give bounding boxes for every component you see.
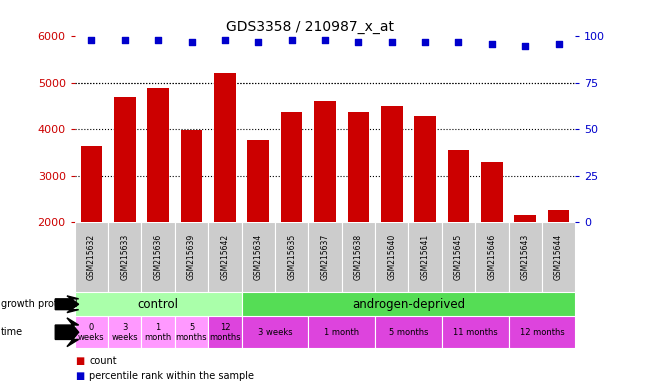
- Point: [86, 37, 97, 43]
- Point: [153, 37, 163, 43]
- Bar: [348, 112, 369, 315]
- Text: GSM215636: GSM215636: [153, 234, 162, 280]
- Text: GSM215638: GSM215638: [354, 234, 363, 280]
- Bar: [548, 210, 569, 315]
- Bar: [108, 222, 142, 292]
- Bar: [175, 316, 208, 348]
- Bar: [448, 150, 469, 315]
- Text: 3
weeks: 3 weeks: [112, 323, 138, 342]
- Bar: [542, 222, 575, 292]
- Text: growth protocol: growth protocol: [1, 299, 77, 309]
- Bar: [148, 88, 169, 315]
- Point: [520, 43, 530, 49]
- Text: GSM215634: GSM215634: [254, 234, 263, 280]
- Bar: [442, 222, 475, 292]
- Bar: [508, 316, 575, 348]
- Bar: [208, 222, 242, 292]
- Bar: [114, 97, 136, 315]
- Bar: [308, 316, 375, 348]
- Bar: [342, 222, 375, 292]
- Text: GSM215641: GSM215641: [421, 234, 430, 280]
- Bar: [375, 222, 408, 292]
- Bar: [242, 292, 575, 316]
- Text: GSM215635: GSM215635: [287, 234, 296, 280]
- Point: [353, 39, 363, 45]
- Bar: [214, 73, 236, 315]
- Bar: [414, 116, 436, 315]
- Text: GSM215637: GSM215637: [320, 234, 330, 280]
- Bar: [375, 316, 442, 348]
- Bar: [142, 316, 175, 348]
- Bar: [408, 222, 442, 292]
- Text: GSM215642: GSM215642: [220, 234, 229, 280]
- Point: [187, 39, 197, 45]
- Point: [420, 39, 430, 45]
- Text: GSM215640: GSM215640: [387, 234, 396, 280]
- Bar: [248, 139, 269, 315]
- Text: 1
month: 1 month: [144, 323, 172, 342]
- Text: GSM215644: GSM215644: [554, 234, 563, 280]
- Point: [287, 37, 297, 43]
- Text: count: count: [89, 356, 117, 366]
- Text: percentile rank within the sample: percentile rank within the sample: [89, 371, 254, 381]
- Point: [320, 37, 330, 43]
- Text: ■: ■: [75, 371, 84, 381]
- Bar: [281, 112, 302, 315]
- Text: GSM215639: GSM215639: [187, 234, 196, 280]
- Bar: [481, 162, 502, 315]
- Bar: [242, 222, 275, 292]
- Text: control: control: [138, 298, 179, 311]
- Text: GSM215645: GSM215645: [454, 234, 463, 280]
- Title: GDS3358 / 210987_x_at: GDS3358 / 210987_x_at: [226, 20, 394, 34]
- Bar: [75, 222, 108, 292]
- Point: [487, 41, 497, 47]
- Bar: [75, 292, 242, 316]
- Text: 3 weeks: 3 weeks: [257, 328, 292, 337]
- Bar: [308, 222, 342, 292]
- Bar: [108, 316, 142, 348]
- Text: 5 months: 5 months: [389, 328, 428, 337]
- Point: [387, 39, 397, 45]
- Point: [453, 39, 463, 45]
- Bar: [275, 222, 308, 292]
- Bar: [314, 101, 336, 315]
- Text: GSM215633: GSM215633: [120, 234, 129, 280]
- Bar: [514, 215, 536, 315]
- Bar: [81, 146, 102, 315]
- Point: [553, 41, 564, 47]
- Bar: [508, 222, 542, 292]
- Bar: [175, 222, 208, 292]
- Bar: [75, 316, 108, 348]
- Bar: [208, 316, 242, 348]
- Point: [253, 39, 263, 45]
- Bar: [381, 106, 402, 315]
- Text: 1 month: 1 month: [324, 328, 359, 337]
- Bar: [181, 130, 202, 315]
- Text: GSM215632: GSM215632: [87, 234, 96, 280]
- Bar: [142, 222, 175, 292]
- Bar: [242, 316, 308, 348]
- Text: 5
months: 5 months: [176, 323, 207, 342]
- Text: androgen-deprived: androgen-deprived: [352, 298, 465, 311]
- Text: GSM215643: GSM215643: [521, 234, 530, 280]
- Text: 0
weeks: 0 weeks: [78, 323, 105, 342]
- Bar: [442, 316, 508, 348]
- Text: GSM215646: GSM215646: [488, 234, 497, 280]
- Text: 11 months: 11 months: [453, 328, 497, 337]
- Bar: [475, 222, 508, 292]
- Point: [220, 37, 230, 43]
- Text: ■: ■: [75, 356, 84, 366]
- Text: 12
months: 12 months: [209, 323, 240, 342]
- Text: time: time: [1, 327, 23, 337]
- Point: [120, 37, 130, 43]
- Text: 12 months: 12 months: [519, 328, 564, 337]
